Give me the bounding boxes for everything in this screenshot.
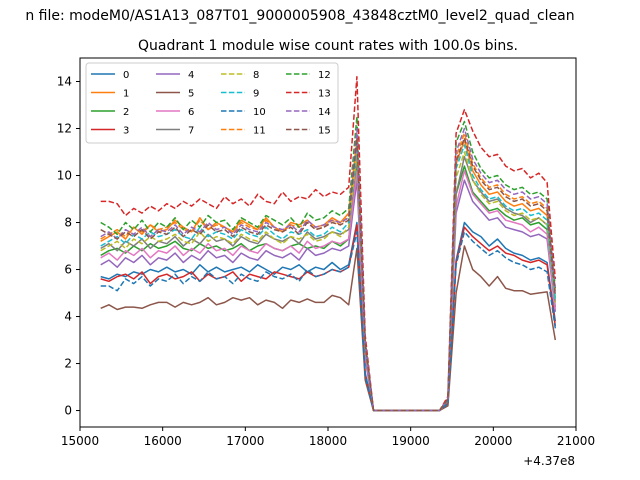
legend-label-5: 5 <box>188 89 194 100</box>
y-tick-label: 0 <box>64 404 72 418</box>
legend-label-1: 1 <box>123 89 129 100</box>
x-tick-label: 19000 <box>392 434 430 448</box>
y-tick-label: 4 <box>64 310 72 324</box>
series-line-1 <box>100 139 557 412</box>
series-line-14 <box>100 127 557 412</box>
legend-label-9: 9 <box>253 89 259 100</box>
y-tick-label: 8 <box>64 216 72 230</box>
y-tick-label: 10 <box>57 169 72 183</box>
plot-lines <box>100 76 557 412</box>
legend-label-10: 10 <box>253 107 266 118</box>
x-tick-label: 21000 <box>557 434 595 448</box>
legend-label-3: 3 <box>123 126 129 137</box>
y-tick-label: 14 <box>57 75 72 89</box>
series-line-0 <box>100 221 557 412</box>
series-line-15 <box>100 137 557 412</box>
legend-label-12: 12 <box>318 70 331 81</box>
series-line-12 <box>100 116 557 412</box>
legend-label-11: 11 <box>253 126 266 137</box>
x-offset-label: +4.37e8 <box>523 454 575 468</box>
series-line-9 <box>100 144 557 412</box>
legend-box <box>85 62 339 144</box>
legend-label-2: 2 <box>123 107 129 118</box>
legend-label-4: 4 <box>188 70 194 81</box>
legend-label-15: 15 <box>318 126 331 137</box>
x-tick-label: 16000 <box>144 434 182 448</box>
plot-frame <box>79 57 577 428</box>
series-line-4 <box>100 179 557 412</box>
series-line-10 <box>100 231 557 412</box>
chart-title: Quadrant 1 module wise count rates with … <box>138 38 518 54</box>
series-line-13 <box>100 76 557 412</box>
x-axis: 15000 16000 17000 18000 19000 20000 21000 <box>61 427 595 448</box>
series-line-11 <box>100 132 557 412</box>
legend-label-0: 0 <box>123 70 129 81</box>
x-tick-label: 15000 <box>61 434 99 448</box>
series-line-8 <box>100 151 557 412</box>
y-tick-label: 6 <box>64 263 72 277</box>
legend-label-6: 6 <box>188 107 194 118</box>
legend-label-8: 8 <box>253 70 259 81</box>
legend-label-7: 7 <box>188 126 194 137</box>
series-line-3 <box>100 224 557 412</box>
y-tick-label: 2 <box>64 357 72 371</box>
y-axis: 0 2 4 6 8 10 12 14 <box>57 75 80 418</box>
x-tick-label: 18000 <box>309 434 347 448</box>
series-line-5 <box>100 245 557 412</box>
y-tick-label: 12 <box>57 122 72 136</box>
series-line-2 <box>100 163 557 412</box>
series-line-7 <box>100 155 557 412</box>
legend-label-14: 14 <box>318 107 331 118</box>
legend-label-13: 13 <box>318 89 331 100</box>
series-line-6 <box>100 170 557 412</box>
x-tick-label: 17000 <box>226 434 264 448</box>
figure-suptitle: n file: modeM0/AS1A13_087T01_9000005908_… <box>25 8 574 24</box>
x-tick-label: 20000 <box>474 434 512 448</box>
